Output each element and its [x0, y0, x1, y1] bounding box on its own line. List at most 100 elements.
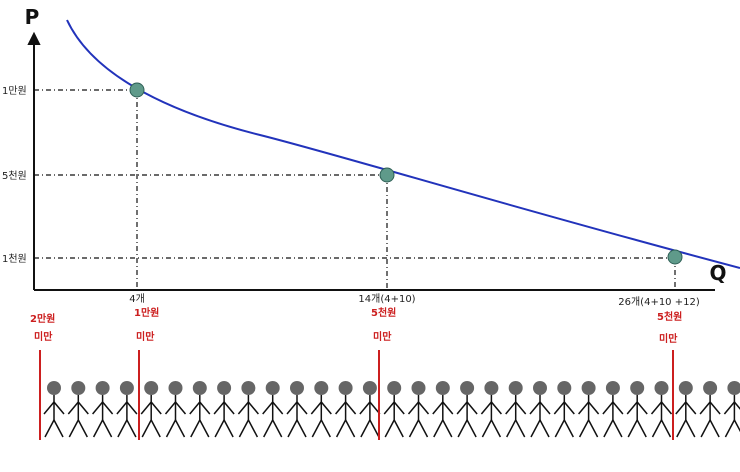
- person-head: [484, 381, 499, 395]
- person-limb: [53, 401, 65, 415]
- person-limb: [213, 401, 225, 415]
- person-limb: [141, 419, 152, 438]
- person-limb: [53, 419, 64, 438]
- stick-person: [237, 381, 259, 438]
- person-limb: [214, 419, 225, 438]
- y-axis-arrow: [27, 31, 41, 45]
- person-head: [533, 381, 547, 395]
- person-limb: [432, 401, 444, 415]
- person-limb: [287, 419, 298, 438]
- y-tick-10000: 1만원: [2, 85, 27, 97]
- person-limb: [296, 401, 308, 415]
- person-limb: [588, 401, 600, 415]
- person-limb: [345, 401, 357, 415]
- person-limb: [237, 401, 249, 415]
- person-limb: [442, 419, 453, 438]
- stick-person: [456, 381, 478, 438]
- threshold-label-2-line2: 미만: [136, 330, 155, 343]
- stick-person: [432, 381, 454, 438]
- person-limb: [238, 419, 250, 438]
- person-limb: [603, 419, 614, 438]
- person-head: [144, 381, 159, 395]
- person-limb: [101, 419, 113, 438]
- person-head: [119, 381, 134, 395]
- person-limb: [433, 419, 444, 438]
- person-limb: [709, 401, 721, 415]
- person-limb: [199, 419, 210, 438]
- stick-person: [602, 381, 624, 438]
- threshold-label-2-line1: 1만원: [134, 306, 159, 319]
- stick-person: [578, 381, 600, 438]
- person-limb: [165, 419, 177, 438]
- person-head: [703, 381, 718, 395]
- person-limb: [344, 419, 356, 438]
- person-limb: [676, 419, 687, 438]
- person-limb: [417, 401, 430, 415]
- person-limb: [553, 401, 565, 415]
- person-limb: [384, 419, 395, 438]
- person-limb: [563, 419, 574, 438]
- point-4: [129, 82, 145, 98]
- point-14: [379, 167, 395, 183]
- person-limb: [117, 419, 128, 438]
- y-tick-5000: 5천원: [2, 170, 27, 182]
- person-limb: [174, 401, 187, 415]
- x-tick-14: 14개(4+10): [358, 293, 415, 305]
- person-limb: [102, 401, 114, 415]
- threshold-label-1-line1: 2만원: [30, 312, 55, 325]
- person-limb: [700, 419, 711, 438]
- person-limb: [699, 401, 711, 415]
- person-limb: [626, 401, 638, 415]
- person-limb: [733, 419, 740, 433]
- person-limb: [272, 401, 284, 415]
- stick-person: [92, 381, 114, 438]
- person-limb: [67, 401, 79, 415]
- person-limb: [456, 401, 468, 415]
- person-limb: [636, 419, 647, 438]
- curve-points: [129, 82, 683, 265]
- person-head: [508, 381, 523, 395]
- person-head: [241, 381, 256, 395]
- person-limb: [286, 401, 298, 415]
- person-limb: [262, 401, 274, 415]
- threshold-label-4-line1: 5천원: [657, 310, 682, 323]
- person-limb: [660, 419, 672, 438]
- person-limb: [490, 419, 502, 438]
- stick-person: [383, 381, 405, 438]
- person-limb: [709, 419, 720, 438]
- person-head: [411, 381, 426, 395]
- y-tick-1000: 1천원: [2, 253, 27, 265]
- x-tick-26: 26개(4+10 +12): [618, 296, 700, 308]
- person-head: [95, 381, 110, 395]
- stick-person: [553, 381, 575, 438]
- point-26: [667, 249, 683, 265]
- stick-person: [529, 381, 551, 438]
- person-limb: [506, 419, 517, 438]
- person-limb: [587, 419, 599, 438]
- person-limb: [247, 419, 259, 438]
- person-limb: [164, 401, 177, 415]
- threshold-lines: [39, 350, 674, 440]
- person-head: [71, 381, 86, 395]
- threshold-label-4-line2: 미만: [659, 332, 678, 345]
- person-limb: [360, 419, 371, 438]
- person-limb: [272, 419, 283, 438]
- person-limb: [140, 401, 152, 415]
- stick-person: [310, 381, 332, 438]
- stick-person: [286, 381, 308, 438]
- person-limb: [675, 401, 687, 415]
- person-limb: [189, 401, 201, 415]
- person-limb: [126, 401, 138, 415]
- person-head: [727, 381, 740, 395]
- person-head: [678, 381, 693, 395]
- stick-person: [67, 381, 89, 438]
- person-limb: [92, 419, 104, 438]
- stick-person: [650, 381, 673, 438]
- person-limb: [457, 419, 468, 438]
- person-limb: [126, 419, 137, 438]
- person-limb: [150, 419, 161, 438]
- person-limb: [733, 401, 740, 410]
- stick-person: [359, 381, 381, 438]
- axes: [27, 31, 715, 291]
- person-limb: [466, 401, 478, 415]
